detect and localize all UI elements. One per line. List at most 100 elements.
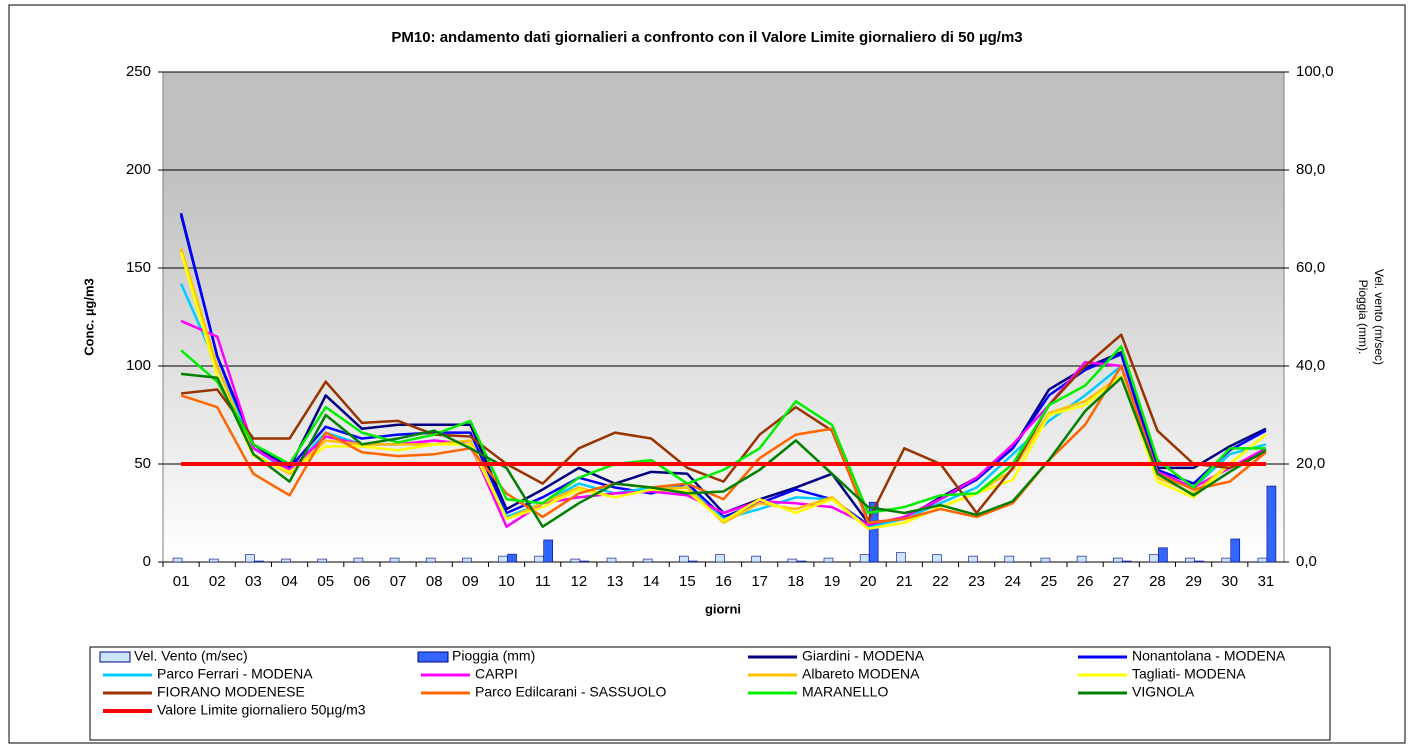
x-tick-label: 21 (896, 573, 913, 590)
x-tick-label: 06 (354, 573, 371, 590)
y2-tick-label: 0,0 (1296, 553, 1317, 570)
x-tick-label: 19 (824, 573, 841, 590)
x-tick-label: 28 (1149, 573, 1166, 590)
legend-label: Vel. Vento (m/sec) (134, 648, 248, 664)
legend-swatch (417, 651, 449, 663)
bar (1112, 557, 1123, 563)
bar (642, 558, 653, 563)
bar (787, 558, 798, 563)
line-series (179, 212, 1267, 527)
bar (579, 560, 590, 563)
y2-tick-label: 40,0 (1296, 357, 1325, 374)
legend-swatch (99, 651, 131, 663)
x-tick-label: 22 (932, 573, 949, 590)
bar (679, 555, 689, 563)
bar (1076, 555, 1087, 563)
y2-tick-label: 60,0 (1296, 259, 1325, 276)
x-tick-label: 10 (498, 573, 515, 590)
legend-label: MARANELLO (802, 684, 888, 700)
bar (968, 555, 978, 563)
x-tick-label: 16 (715, 573, 732, 590)
bar (823, 557, 834, 563)
x-tick-label: 20 (860, 573, 877, 590)
bar (462, 557, 472, 563)
y-tick-label: 150 (126, 259, 151, 276)
x-tick-label: 27 (1113, 573, 1130, 590)
y-tick-label: 200 (126, 161, 151, 178)
legend-label: Giardini - MODENA (802, 648, 925, 664)
x-tick-label: 11 (535, 573, 551, 590)
y-tick-label: 0 (143, 553, 151, 570)
bar (245, 554, 255, 563)
y-tick-label: 100 (126, 357, 151, 374)
x-tick-label: 26 (1077, 573, 1094, 590)
bar (715, 554, 725, 563)
x-tick-label: 08 (426, 573, 443, 590)
bar (543, 539, 553, 563)
x-tick-label: 15 (679, 573, 696, 590)
bar (570, 558, 581, 563)
y2-axis-title: Vel. vento (m/sec) (1372, 269, 1386, 365)
line-series (180, 345, 1266, 515)
bar (353, 557, 364, 563)
line-series (180, 364, 1267, 525)
x-tick-label: 30 (1221, 573, 1238, 590)
bar (317, 558, 328, 563)
y2-tick-label: 20,0 (1296, 455, 1325, 472)
x-tick-label: 03 (245, 573, 262, 590)
bar (1266, 485, 1277, 563)
x-tick-label: 07 (390, 573, 407, 590)
bar (796, 560, 807, 563)
x-tick-label: 09 (462, 573, 479, 590)
legend-label: VIGNOLA (1132, 684, 1195, 700)
x-tick-label: 12 (571, 573, 588, 590)
y-axis-title: Conc. µg/m3 (81, 278, 96, 356)
x-tick-label: 05 (317, 573, 334, 590)
x-tick-label: 29 (1185, 573, 1202, 590)
x-tick-label: 01 (173, 573, 190, 590)
legend-label: Parco Ferrari - MODENA (157, 666, 313, 682)
y2-tick-label: 100,0 (1296, 63, 1334, 80)
line-series (180, 333, 1267, 523)
x-tick-label: 25 (1041, 573, 1058, 590)
bar (1194, 560, 1204, 563)
chart-title: PM10: andamento dati giornalieri a confr… (391, 29, 1022, 46)
y-tick-label: 250 (126, 63, 151, 80)
legend-label: FIORANO MODENESE (157, 684, 305, 700)
bar (606, 557, 617, 563)
bar (1149, 554, 1159, 563)
bar (172, 557, 183, 563)
bar (389, 557, 400, 563)
legend-label: Parco Edilcarani - SASSUOLO (475, 684, 667, 700)
line-series (180, 372, 1267, 528)
x-tick-label: 17 (751, 573, 768, 590)
y-tick-label: 50 (134, 455, 151, 472)
x-tick-label: 02 (209, 573, 226, 590)
x-tick-label: 23 (968, 573, 985, 590)
plot-area (162, 71, 1285, 563)
bar (425, 557, 436, 563)
bar (281, 558, 291, 563)
bar (534, 555, 544, 563)
line-series (179, 251, 1267, 530)
bar (1158, 547, 1168, 563)
legend-label: Tagliati- MODENA (1132, 666, 1246, 682)
legend-label: Valore Limite giornaliero 50µg/m3 (157, 702, 366, 718)
x-tick-label: 18 (787, 573, 804, 590)
bar (1257, 557, 1268, 563)
bar (1040, 557, 1051, 563)
x-axis-title: giorni (705, 601, 741, 616)
bar (1221, 557, 1232, 563)
bar (1004, 555, 1015, 563)
legend-label: Albareto MODENA (802, 666, 920, 682)
legend-label: CARPI (475, 666, 518, 682)
bar (688, 560, 698, 563)
x-tick-label: 04 (281, 573, 298, 590)
bar (1230, 538, 1241, 563)
legend-label: Nonantolana - MODENA (1132, 648, 1286, 664)
bar (254, 560, 264, 563)
bar (507, 553, 517, 563)
bar (859, 554, 870, 563)
bar (868, 501, 879, 563)
